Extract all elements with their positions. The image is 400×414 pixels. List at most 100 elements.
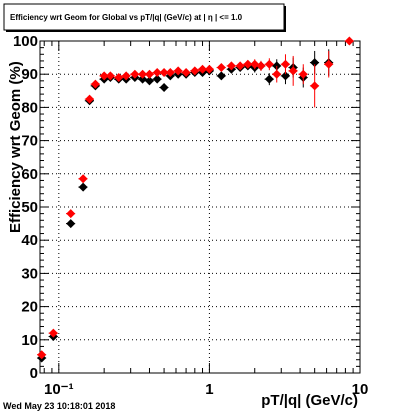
y-tick-label: 70: [21, 133, 38, 150]
point-marker: [144, 76, 154, 86]
point-marker: [298, 69, 308, 79]
data-point: [256, 60, 266, 71]
point-marker: [344, 36, 354, 46]
data-point: [309, 64, 320, 108]
data-point: [344, 36, 354, 46]
data-point: [298, 64, 308, 85]
point-marker: [105, 71, 115, 81]
data-point: [48, 328, 58, 338]
data-point: [105, 71, 115, 81]
point-marker: [121, 71, 131, 81]
data-point: [280, 54, 290, 75]
data-point: [216, 71, 226, 81]
data-point: [65, 219, 76, 229]
y-tick-label: 50: [21, 199, 38, 216]
data-point: [36, 350, 47, 360]
data-point: [264, 58, 274, 71]
data-point: [288, 55, 298, 86]
point-marker: [159, 68, 169, 78]
point-marker: [78, 174, 88, 184]
data-point: [249, 59, 260, 70]
data-point: [65, 209, 76, 219]
point-marker: [264, 59, 274, 69]
point-marker: [90, 79, 100, 89]
y-tick-label: 100: [13, 33, 38, 50]
point-marker: [165, 68, 175, 78]
y-tick-label: 20: [21, 299, 38, 316]
data-point: [121, 71, 131, 81]
point-marker: [66, 209, 76, 219]
point-marker: [66, 219, 76, 229]
title-box: Efficiency wrt Geom for Global vs pT/|q|…: [3, 3, 286, 32]
data-point: [190, 66, 200, 76]
point-marker: [288, 66, 298, 76]
data-point: [84, 94, 95, 104]
point-marker: [198, 64, 208, 74]
point-marker: [173, 66, 183, 76]
point-marker: [85, 94, 95, 104]
data-point: [130, 69, 140, 79]
data-points: [36, 36, 354, 363]
point-marker: [280, 59, 290, 69]
point-marker: [216, 63, 226, 73]
y-tick-label: 0: [30, 365, 38, 382]
point-marker: [152, 68, 162, 78]
x-tick-labels: 10⁻¹ 1 10: [44, 381, 368, 398]
point-marker: [159, 82, 169, 92]
point-marker: [272, 69, 282, 79]
data-point: [159, 82, 169, 92]
point-marker: [226, 61, 236, 71]
point-marker: [324, 59, 334, 69]
x-tick-label: 1: [205, 381, 213, 398]
data-point: [144, 69, 154, 79]
point-marker: [216, 71, 226, 81]
point-marker: [99, 71, 109, 81]
y-tick-labels: 0 10 20 30 40 50 60 70 80 90 100: [13, 33, 38, 382]
point-marker: [256, 61, 266, 71]
data-point: [271, 65, 282, 83]
y-tick-label: 60: [21, 166, 38, 183]
point-marker: [190, 66, 200, 76]
point-marker: [37, 350, 47, 360]
y-tick-label: 10: [21, 332, 38, 349]
point-marker: [152, 74, 162, 84]
data-point: [181, 68, 191, 78]
data-point: [137, 74, 148, 84]
data-point: [78, 182, 88, 192]
point-marker: [310, 81, 320, 91]
data-point: [165, 68, 175, 78]
point-marker: [264, 74, 274, 84]
y-tick-label: 80: [21, 99, 38, 116]
x-tick-label: 10: [352, 381, 369, 398]
point-marker: [280, 71, 290, 81]
x-axis-title: pT/|q| (GeV/c): [261, 392, 358, 409]
data-point: [235, 61, 245, 71]
point-marker: [250, 59, 260, 69]
y-axis-title: Efficiency wrt Geom (%): [7, 61, 24, 233]
data-point: [264, 73, 274, 86]
point-marker: [114, 73, 124, 83]
point-marker: [144, 69, 154, 79]
data-point: [90, 79, 100, 89]
chart-title: Efficiency wrt Geom for Global vs pT/|q|…: [10, 13, 243, 22]
axis-ticks: [40, 40, 361, 374]
point-marker: [78, 182, 88, 192]
point-marker: [243, 59, 253, 69]
data-point: [113, 73, 124, 83]
data-point: [226, 61, 236, 71]
data-point: [216, 63, 226, 73]
data-point: [78, 174, 88, 184]
point-marker: [48, 328, 58, 338]
data-point: [204, 64, 214, 74]
y-tick-label: 40: [21, 232, 38, 249]
point-marker: [235, 61, 245, 71]
timestamp: Wed May 23 10:18:01 2018: [3, 401, 115, 411]
point-marker: [138, 69, 148, 79]
x-tick-label: 10⁻¹: [44, 381, 74, 398]
point-marker: [310, 58, 320, 68]
data-point: [173, 66, 183, 76]
y-tick-label: 30: [21, 265, 38, 282]
point-marker: [130, 69, 140, 79]
point-marker: [204, 64, 214, 74]
